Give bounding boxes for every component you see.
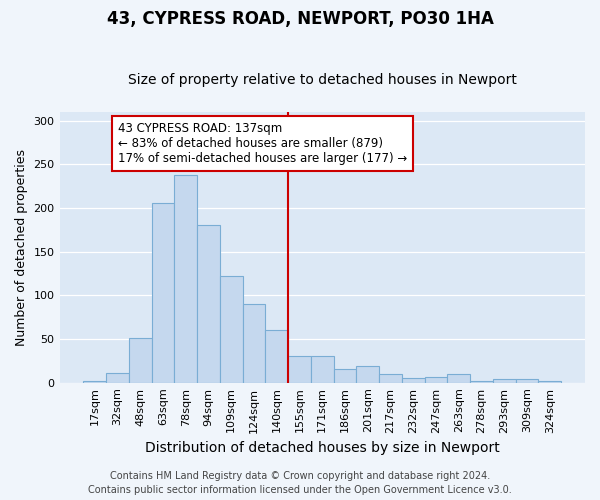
Bar (311, 356, 334, 382)
Bar (129, 338, 152, 382)
Text: 43 CYPRESS ROAD: 137sqm
← 83% of detached houses are smaller (879)
17% of semi-d: 43 CYPRESS ROAD: 137sqm ← 83% of detache… (118, 122, 407, 166)
Bar (288, 356, 311, 382)
Bar (175, 174, 197, 382)
Bar (197, 224, 220, 382)
Bar (379, 374, 402, 382)
Text: Contains HM Land Registry data © Crown copyright and database right 2024.
Contai: Contains HM Land Registry data © Crown c… (88, 471, 512, 495)
Text: 43, CYPRESS ROAD, NEWPORT, PO30 1HA: 43, CYPRESS ROAD, NEWPORT, PO30 1HA (107, 10, 493, 28)
Bar (402, 378, 425, 382)
Bar (448, 374, 470, 382)
Bar (242, 304, 265, 382)
Title: Size of property relative to detached houses in Newport: Size of property relative to detached ho… (128, 73, 517, 87)
Bar (265, 330, 288, 382)
Bar (470, 381, 493, 382)
X-axis label: Distribution of detached houses by size in Newport: Distribution of detached houses by size … (145, 441, 500, 455)
Bar (515, 379, 538, 382)
Bar (106, 373, 129, 382)
Bar (220, 276, 242, 382)
Bar (356, 366, 379, 382)
Bar (425, 378, 448, 382)
Bar (334, 368, 356, 382)
Bar (538, 381, 561, 382)
Y-axis label: Number of detached properties: Number of detached properties (15, 148, 28, 346)
Bar (493, 379, 515, 382)
Bar (83, 381, 106, 382)
Bar (152, 202, 175, 382)
